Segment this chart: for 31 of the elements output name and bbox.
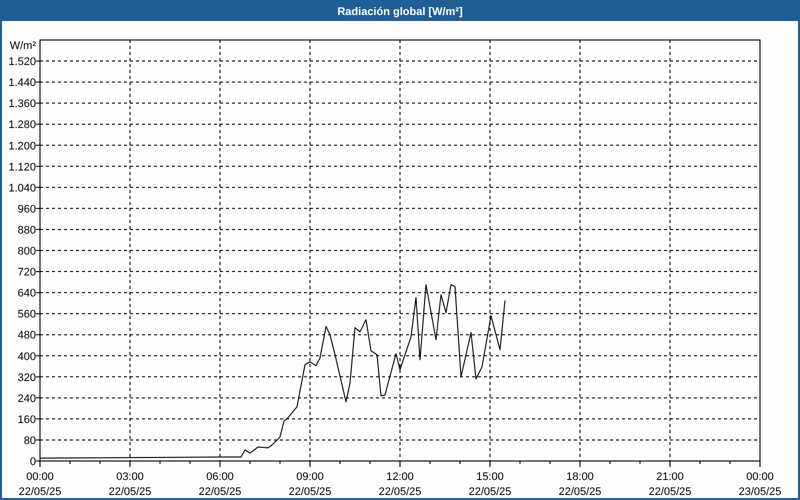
- x-tick-label: 18:00 22/05/25: [558, 471, 602, 498]
- y-tick-label: 1.360: [8, 98, 36, 110]
- y-tick-label: 160: [18, 414, 36, 426]
- x-tick-label: 21:00 22/05/25: [648, 471, 692, 498]
- y-tick-label: 1.120: [8, 161, 36, 174]
- y-tick-label: 1.040: [8, 182, 36, 194]
- y-tick-label: 720: [18, 266, 36, 279]
- y-tick-label: 960: [18, 203, 36, 216]
- y-tick-label: 880: [18, 224, 36, 236]
- x-tick-label: 12:00 22/05/25: [378, 471, 422, 498]
- y-tick-label: 0: [30, 456, 36, 468]
- y-tick-label: 320: [18, 372, 36, 384]
- x-tick-label: 06:00 22/05/25: [198, 471, 242, 498]
- y-axis-title: W/m²: [10, 40, 36, 52]
- x-tick-label: 00:00 23/05/25: [738, 471, 782, 498]
- x-tick-label: 15:00 22/05/25: [468, 471, 512, 498]
- y-tick-label: 400: [18, 350, 36, 363]
- y-tick-label: 1.440: [8, 77, 36, 90]
- chart-title: Radiación global [W/m²]: [337, 6, 463, 18]
- y-tick-label: 80: [24, 434, 36, 447]
- y-tick-label: 800: [18, 246, 36, 258]
- y-tick-label: 1.280: [8, 119, 36, 132]
- x-tick-label: 09:00 22/05/25: [288, 471, 332, 498]
- x-tick-label: 00:00 22/05/25: [18, 471, 62, 498]
- y-tick-label: 640: [18, 288, 36, 300]
- x-tick-label: 03:00 22/05/25: [108, 471, 152, 498]
- y-tick-label: 480: [18, 330, 36, 342]
- y-tick-label: 560: [18, 308, 36, 321]
- y-tick-label: 1.520: [8, 56, 36, 68]
- y-tick-label: 1.200: [8, 140, 36, 152]
- y-tick-label: 240: [18, 392, 36, 405]
